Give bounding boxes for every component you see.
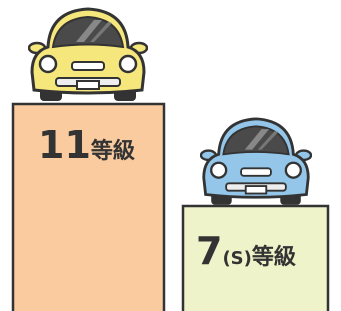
grade-number: 11 <box>38 123 91 167</box>
grade-suffix: 等級 <box>91 138 135 164</box>
car-blue <box>201 119 311 205</box>
grade-note: (S) <box>222 248 251 269</box>
page: 11等級 7(S)等級 (() => { const data = JSON.p… <box>0 0 341 311</box>
grade-suffix: 等級 <box>252 244 296 270</box>
car-yellow <box>29 9 147 101</box>
illustration: 11等級 7(S)等級 <box>0 0 341 311</box>
grade-number: 7 <box>196 229 222 273</box>
